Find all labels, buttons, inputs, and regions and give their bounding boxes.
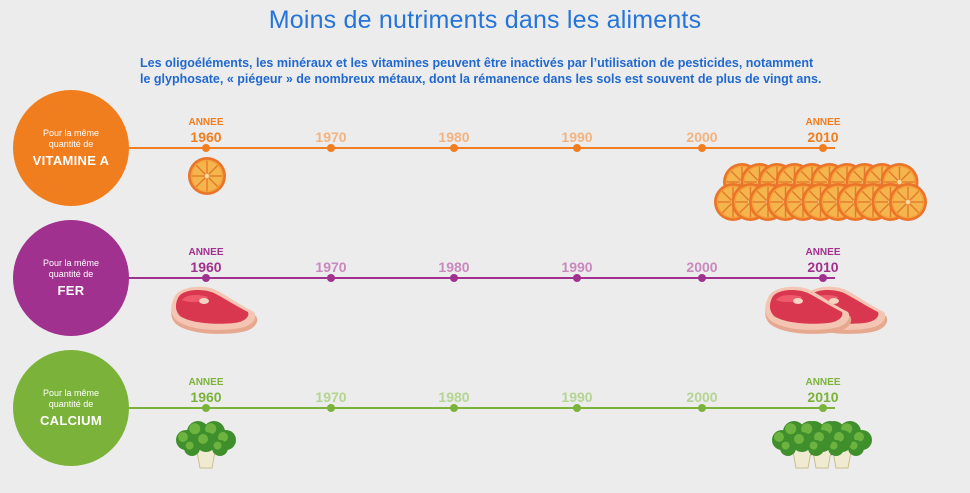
year-dot-1960: [202, 144, 210, 152]
food-illustrations: [188, 157, 927, 221]
annee-label: ANNEE: [188, 377, 224, 388]
year-label-1980: 1980: [438, 129, 470, 145]
year-label-1970: 1970: [315, 259, 347, 275]
nutrient-circle: Pour la même quantité de CALCIUM: [13, 350, 129, 466]
year-dot-2000: [698, 144, 706, 152]
year-label-1970: 1970: [315, 129, 347, 145]
year-label-1990: 1990: [561, 129, 593, 145]
year-dot-2010: [819, 404, 827, 412]
year-dot-2000: [698, 274, 706, 282]
year-dot-1960: [202, 404, 210, 412]
timeline-line: [120, 407, 835, 409]
year-label-1980: 1980: [438, 259, 470, 275]
year-dot-1990: [573, 274, 581, 282]
year-dot-1980: [450, 274, 458, 282]
nutrient-name: FER: [57, 283, 85, 298]
steak-icon: [171, 286, 258, 334]
year-label-2000: 2000: [686, 129, 718, 145]
year-dot-1970: [327, 274, 335, 282]
nutrient-circle: Pour la même quantité de FER: [13, 220, 129, 336]
nutrient-name: VITAMINE A: [32, 153, 110, 168]
year-label-2000: 2000: [686, 389, 718, 405]
orange-slice-icon: [188, 157, 226, 195]
year-label-1990: 1990: [561, 259, 593, 275]
year-label-1960: 1960: [190, 129, 222, 145]
timeline-row-vitamine-a: Pour la même quantité de VITAMINE A ANNEE 19…: [0, 90, 970, 221]
circle-caption-line-2: quantité de: [48, 399, 94, 409]
annee-label: ANNEE: [805, 117, 841, 128]
timeline-line: [120, 147, 835, 149]
broccoli-icon: [176, 421, 236, 469]
year-label-2010: 2010: [807, 259, 839, 275]
timeline-line: [120, 277, 835, 279]
year-dot-2000: [698, 404, 706, 412]
circle-caption-line-2: quantité de: [48, 139, 94, 149]
annee-label: ANNEE: [188, 117, 224, 128]
year-dot-1980: [450, 144, 458, 152]
year-label-1960: 1960: [190, 389, 222, 405]
year-label-1970: 1970: [315, 389, 347, 405]
year-dot-1970: [327, 404, 335, 412]
page-title: Moins de nutriments dans les aliments: [268, 6, 702, 34]
year-label-2010: 2010: [807, 389, 839, 405]
food-illustrations: [176, 421, 872, 469]
year-label-1980: 1980: [438, 389, 470, 405]
year-dot-1990: [573, 144, 581, 152]
steak-icon: [765, 286, 852, 334]
year-label-2010: 2010: [807, 129, 839, 145]
intro-line-2: le glyphosate, « piégeur » de nombreux m…: [140, 72, 822, 86]
annee-label: ANNEE: [805, 247, 841, 258]
circle-caption-line-1: Pour la même: [42, 258, 100, 268]
circle-caption-line-2: quantité de: [48, 269, 94, 279]
year-dot-1980: [450, 404, 458, 412]
year-dot-1970: [327, 144, 335, 152]
year-dot-1960: [202, 274, 210, 282]
year-label-1960: 1960: [190, 259, 222, 275]
intro-text: Les oligoéléments, les minéraux et les v…: [140, 55, 860, 87]
annee-label: ANNEE: [805, 377, 841, 388]
year-dot-2010: [819, 144, 827, 152]
timeline-row-calcium: Pour la même quantité de CALCIUM ANNEE 1960 1…: [0, 350, 970, 470]
annee-label: ANNEE: [188, 247, 224, 258]
circle-caption-line-1: Pour la même: [42, 128, 100, 138]
intro-line-1: Les oligoéléments, les minéraux et les v…: [140, 56, 814, 70]
nutrient-circle: Pour la même quantité de VITAMINE A: [13, 90, 129, 206]
year-label-2000: 2000: [686, 259, 718, 275]
timeline-row-fer: Pour la même quantité de FER ANNEE 1960 1970 1…: [0, 220, 970, 340]
nutrient-name: CALCIUM: [39, 413, 103, 428]
orange-slice-icon: [889, 183, 927, 221]
year-dot-1990: [573, 404, 581, 412]
food-illustrations: [171, 286, 888, 334]
year-dot-2010: [819, 274, 827, 282]
year-label-1990: 1990: [561, 389, 593, 405]
broccoli-icon: [772, 421, 832, 469]
circle-caption-line-1: Pour la même: [42, 388, 100, 398]
